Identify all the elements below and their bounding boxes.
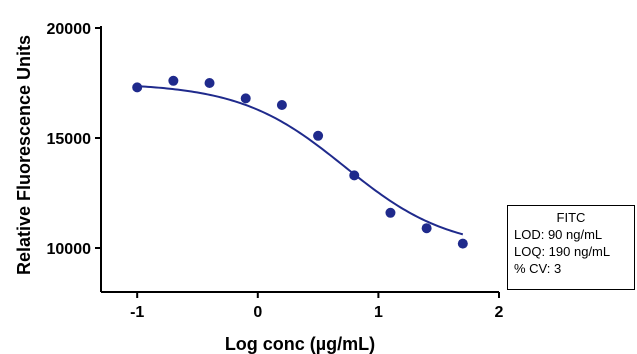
data-points (132, 75, 468, 249)
tick-marks (95, 27, 500, 298)
data-point (313, 130, 324, 141)
y-axis-label: Relative Fluorescence Units (14, 35, 34, 275)
y-tick-label: 10000 (47, 241, 92, 258)
x-tick-label: -1 (130, 304, 144, 321)
data-point (457, 238, 468, 249)
tick-labels: 10000 15000 20000 -1 0 1 2 (47, 21, 504, 321)
x-axis-label: Log conc (µg/mL) (225, 334, 375, 354)
data-point (168, 75, 179, 86)
axes (100, 26, 499, 293)
data-point (240, 93, 251, 104)
data-point (276, 100, 287, 110)
fit-curve (137, 85, 464, 236)
data-point (421, 223, 432, 234)
data-point (385, 207, 396, 218)
data-point (204, 78, 215, 88)
x-tick-label: 2 (495, 304, 504, 321)
legend: FITC LOD: 90 ng/mL LOQ: 190 ng/mL % CV: … (507, 205, 635, 290)
legend-lod: LOD: 90 ng/mL (514, 227, 603, 242)
legend-title: FITC (556, 210, 586, 225)
y-tick-label: 15000 (47, 131, 92, 148)
legend-loq: LOQ: 190 ng/mL (514, 244, 611, 259)
legend-cv: % CV: 3 (514, 261, 562, 276)
data-point (132, 82, 143, 93)
x-tick-label: 1 (374, 304, 383, 321)
x-tick-label: 0 (253, 304, 262, 321)
y-tick-label: 20000 (47, 21, 92, 38)
data-point (349, 170, 360, 181)
